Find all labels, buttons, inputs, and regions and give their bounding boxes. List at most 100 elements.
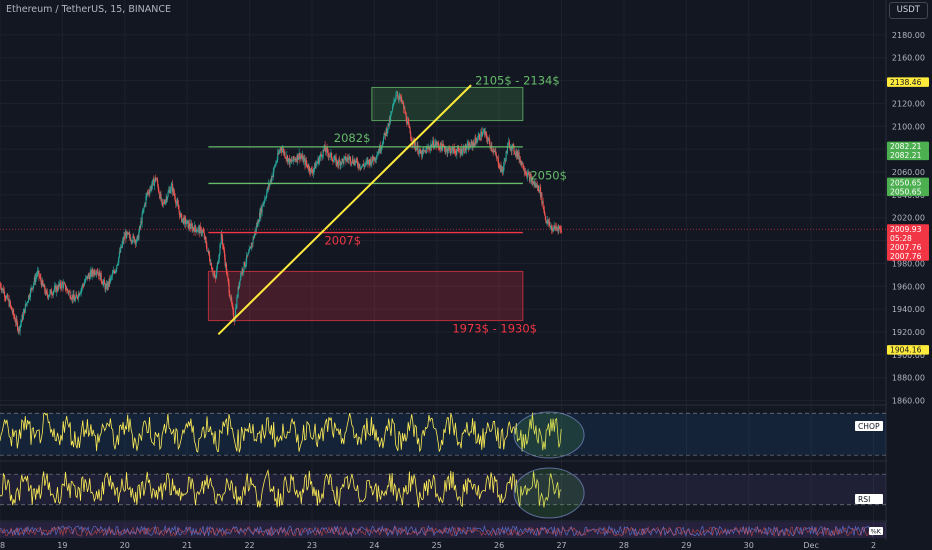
candle-body [421, 149, 423, 158]
candle-body [155, 177, 157, 180]
candle-body [263, 201, 265, 204]
x-tick-label: 28 [619, 541, 629, 550]
candle-body [166, 197, 168, 201]
candle-body [434, 143, 436, 148]
candle-body [247, 253, 249, 257]
candle-body [302, 155, 304, 163]
candle-body [303, 159, 305, 163]
symbol-title[interactable]: Ethereum / TetherUS, 15, BINANCE [6, 4, 171, 15]
candle-body [449, 148, 451, 149]
candle-body [110, 276, 112, 278]
candle-body [488, 138, 490, 140]
candle-body [245, 262, 247, 266]
candle-body [332, 160, 335, 162]
candle-body [435, 141, 437, 146]
rsi-pane[interactable]: 20.0040.0060.0080.00RSI [0, 463, 925, 519]
price-tag-label: 2050.65 [890, 178, 922, 187]
candle-body [288, 158, 290, 159]
candle-body [179, 213, 181, 218]
candle-body [278, 151, 280, 155]
chop-pane[interactable]: 20.0040.0060.0080.00CHOP [0, 406, 925, 463]
candle-body [471, 142, 473, 143]
candle-body [102, 282, 104, 285]
candle-body [454, 151, 457, 154]
candle-body [134, 240, 136, 243]
candle-body [532, 181, 534, 184]
candle-body [98, 271, 100, 277]
candle-body [369, 161, 371, 165]
candle-body [429, 147, 431, 151]
candle-body [405, 113, 407, 115]
candle-body [267, 187, 269, 189]
price-tag [887, 242, 929, 252]
candle-body [511, 145, 513, 151]
chop-tag [855, 421, 883, 431]
candle-body [306, 163, 308, 165]
candle-body [273, 167, 275, 173]
candle-body [77, 297, 79, 299]
candle-body [291, 160, 293, 162]
candle-body [419, 149, 421, 151]
candle-body [478, 134, 480, 137]
candle-body [239, 279, 241, 282]
candle-body [240, 273, 242, 275]
candle-body [203, 231, 205, 234]
candle-body [428, 147, 430, 150]
candle-body [401, 101, 403, 103]
candle-body [495, 151, 497, 155]
candle-body [495, 154, 497, 158]
price-tag-label: 2082.21 [890, 142, 922, 151]
currency-button[interactable]: USDT [888, 2, 928, 19]
candle-body [185, 223, 187, 225]
candle-body [92, 269, 94, 274]
candle-body [369, 158, 372, 165]
candle-body [453, 147, 455, 154]
candle-body [29, 289, 32, 297]
candle-body [386, 130, 388, 134]
price-tag [887, 186, 929, 197]
candle-body [172, 188, 174, 193]
candle-body [551, 228, 553, 231]
candle-body [161, 199, 163, 203]
candle-body [100, 273, 102, 281]
candle-body [455, 153, 457, 155]
candle-body [76, 294, 78, 296]
candle-body [381, 145, 383, 147]
candle-body [49, 291, 51, 295]
candle-body [392, 103, 394, 107]
candle-body [259, 212, 261, 222]
candle-body [60, 286, 62, 289]
price-tag-label: 2050.65 [890, 187, 922, 196]
candle-body [539, 186, 541, 193]
candle-body [238, 286, 240, 289]
candle-body [347, 158, 350, 160]
candle-body [294, 159, 296, 160]
candle-body [124, 235, 126, 237]
candle-body [247, 252, 250, 254]
candle-body [493, 150, 495, 152]
candle-body [146, 193, 148, 194]
candle-body [391, 110, 393, 113]
price-candles[interactable] [0, 90, 562, 336]
candle-body [379, 145, 381, 153]
candle-body [403, 108, 405, 109]
candle-body [143, 206, 145, 209]
candle-body [402, 101, 404, 103]
candle-body [277, 152, 279, 160]
candle-body [19, 325, 21, 332]
candle-body [1, 288, 3, 291]
candle-body [550, 226, 552, 227]
candle-body [292, 156, 294, 162]
candle-body [192, 227, 194, 231]
candle-body [440, 142, 442, 147]
candle-body [52, 291, 54, 295]
candle-body [104, 283, 106, 290]
candle-body [37, 270, 39, 275]
price-tag-label: 2138.46 [890, 78, 922, 87]
candle-body [68, 291, 70, 293]
candle-body [503, 160, 505, 166]
stoch-pane[interactable]: %K [0, 522, 886, 538]
candle-body [284, 157, 287, 158]
